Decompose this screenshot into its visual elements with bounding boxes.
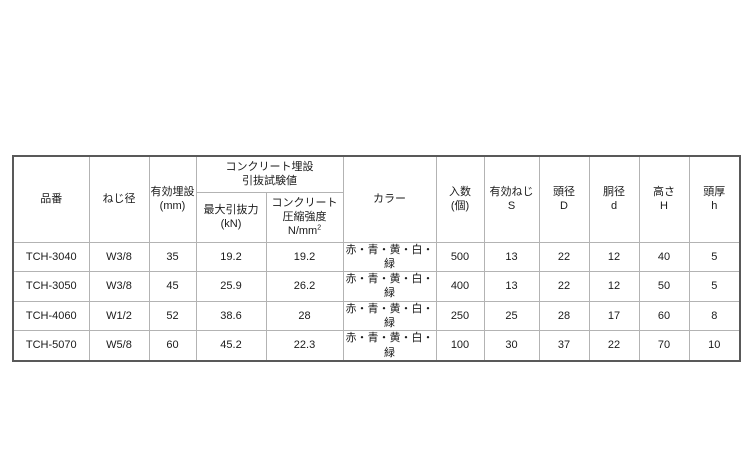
cell-compressive-strength: 26.2 <box>265 271 344 302</box>
header-label: 最大引抜力 <box>203 203 259 216</box>
cell-compressive-strength: 28 <box>265 300 344 332</box>
cell-head-diameter: 22 <box>538 271 590 302</box>
cell-body-diameter: 12 <box>588 241 640 273</box>
cell-head-thickness: 8 <box>688 300 741 332</box>
table-row: TCH-3040 W3/8 35 19.2 19.2 赤・青・黄・白・緑 500… <box>12 241 741 273</box>
header-unit: (mm) <box>159 200 186 213</box>
cell-effective-embedment: 35 <box>148 241 197 273</box>
col-header-concrete-compressive-strength: コンクリート 圧縮強度 N/mm2 <box>265 191 344 243</box>
header-symbol: h <box>711 200 718 213</box>
cell-head-thickness: 5 <box>688 271 741 302</box>
cell-height: 60 <box>638 300 690 332</box>
table-row: TCH-3050 W3/8 45 25.9 26.2 赤・青・黄・白・緑 400… <box>12 271 741 302</box>
cell-head-thickness: 5 <box>688 241 741 273</box>
header-label: ねじ径 <box>102 193 136 206</box>
header-unit: (個) <box>450 200 470 213</box>
cell-max-pullout-force: 45.2 <box>195 330 267 362</box>
cell-head-diameter: 28 <box>538 300 590 332</box>
header-label: コンクリート <box>271 196 338 209</box>
header-label: 引抜試験値 <box>242 175 297 188</box>
header-label: 圧縮強度 <box>282 210 327 223</box>
header-label: 品番 <box>40 193 63 206</box>
cell-part-number: TCH-3040 <box>12 241 90 273</box>
cell-effective-thread: 30 <box>483 330 540 362</box>
cell-part-number: TCH-5070 <box>12 330 90 362</box>
col-header-max-pullout-force: 最大引抜力 (kN) <box>195 191 267 243</box>
header-label: コンクリート埋設 <box>225 160 314 173</box>
cell-color: 赤・青・黄・白・緑 <box>342 300 437 332</box>
cell-effective-embedment: 60 <box>148 330 197 362</box>
cell-effective-embedment: 52 <box>148 300 197 332</box>
col-header-head-diameter: 頭径 D <box>538 155 590 243</box>
cell-height: 50 <box>638 271 690 302</box>
header-label: 有効埋設 <box>150 185 195 198</box>
cell-color: 赤・青・黄・白・緑 <box>342 271 437 302</box>
cell-body-diameter: 12 <box>588 271 640 302</box>
cell-head-diameter: 22 <box>538 241 590 273</box>
header-unit: (kN) <box>220 218 242 230</box>
col-header-body-diameter: 胴径 d <box>588 155 640 243</box>
cell-max-pullout-force: 25.9 <box>195 271 267 302</box>
cell-quantity: 100 <box>435 330 485 362</box>
header-symbol: d <box>610 200 618 213</box>
cell-body-diameter: 22 <box>588 330 640 362</box>
cell-thread-diameter: W3/8 <box>88 271 150 302</box>
col-header-effective-embedment: 有効埋設 (mm) <box>148 155 197 243</box>
col-header-quantity: 入数 (個) <box>435 155 485 243</box>
cell-max-pullout-force: 38.6 <box>195 300 267 332</box>
col-header-thread-diameter: ねじ径 <box>88 155 150 243</box>
header-label: 頭径 <box>553 185 575 198</box>
cell-thread-diameter: W1/2 <box>88 300 150 332</box>
cell-effective-embedment: 45 <box>148 271 197 302</box>
cell-effective-thread: 13 <box>483 271 540 302</box>
col-header-part-number: 品番 <box>12 155 90 243</box>
cell-compressive-strength: 22.3 <box>265 330 344 362</box>
col-header-height: 高さ H <box>638 155 690 243</box>
cell-head-diameter: 37 <box>538 330 590 362</box>
header-label: 高さ <box>653 185 675 198</box>
cell-height: 40 <box>638 241 690 273</box>
cell-compressive-strength: 19.2 <box>265 241 344 273</box>
table-row: TCH-4060 W1/2 52 38.6 28 赤・青・黄・白・緑 250 2… <box>12 300 741 332</box>
header-label: 有効ねじ <box>489 185 534 198</box>
header-unit: N/mm2 <box>287 224 322 238</box>
header-label: カラー <box>373 193 406 206</box>
cell-body-diameter: 17 <box>588 300 640 332</box>
header-label: 胴径 <box>603 185 625 198</box>
superscript: 2 <box>317 224 322 232</box>
col-header-head-thickness: 頭厚 h <box>688 155 741 243</box>
cell-effective-thread: 13 <box>483 241 540 273</box>
group-header-pullout-test: コンクリート埋設 引抜試験値 <box>195 155 344 193</box>
cell-height: 70 <box>638 330 690 362</box>
header-symbol: S <box>507 200 516 213</box>
cell-quantity: 500 <box>435 241 485 273</box>
product-spec-table: 品番 ねじ径 有効埋設 (mm) コンクリート埋設 引抜試験値 カラー 入数 (… <box>12 155 741 362</box>
col-header-color: カラー <box>342 155 437 243</box>
cell-effective-thread: 25 <box>483 300 540 332</box>
cell-part-number: TCH-3050 <box>12 271 90 302</box>
cell-part-number: TCH-4060 <box>12 300 90 332</box>
table-row: TCH-5070 W5/8 60 45.2 22.3 赤・青・黄・白・緑 100… <box>12 330 741 362</box>
cell-max-pullout-force: 19.2 <box>195 241 267 273</box>
cell-thread-diameter: W3/8 <box>88 241 150 273</box>
header-label: 入数 <box>449 185 471 198</box>
cell-color: 赤・青・黄・白・緑 <box>342 330 437 362</box>
cell-quantity: 250 <box>435 300 485 332</box>
header-label: 頭厚 <box>703 185 726 198</box>
cell-head-thickness: 10 <box>688 330 741 362</box>
col-header-effective-thread: 有効ねじ S <box>483 155 540 243</box>
cell-thread-diameter: W5/8 <box>88 330 150 362</box>
cell-color: 赤・青・黄・白・緑 <box>342 241 437 273</box>
header-symbol: D <box>560 200 568 213</box>
cell-quantity: 400 <box>435 271 485 302</box>
header-symbol: H <box>660 200 668 213</box>
